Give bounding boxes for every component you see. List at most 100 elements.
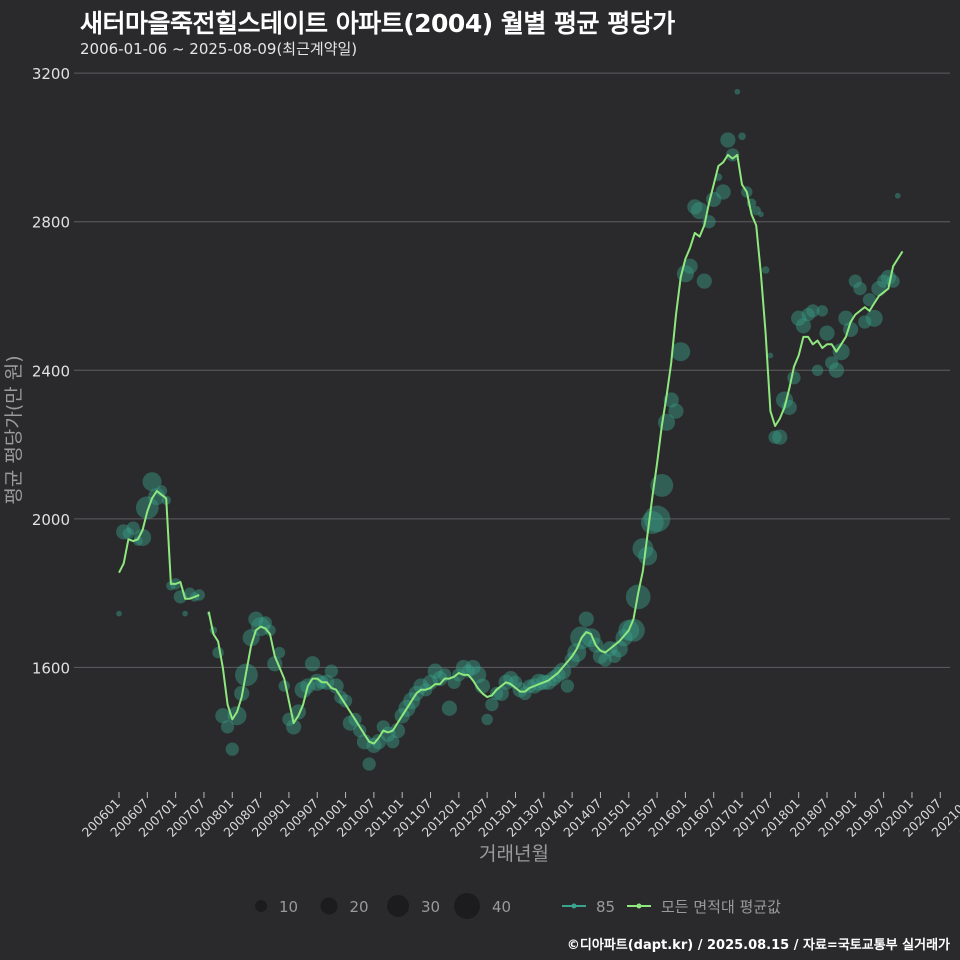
data-point	[622, 618, 645, 642]
data-point	[578, 611, 594, 627]
data-point	[691, 202, 709, 220]
size-legend-label: 30	[421, 898, 440, 916]
y-axis-label: 평균 평당가(만 원)	[3, 355, 25, 504]
data-point	[791, 310, 807, 326]
data-points	[116, 88, 901, 771]
chart-subtitle: 2006-01-06 ~ 2025-08-09(최근계약일)	[80, 40, 358, 58]
data-point	[828, 362, 845, 378]
data-point	[768, 430, 782, 444]
data-point	[452, 668, 466, 682]
data-point	[386, 735, 400, 749]
data-point	[304, 656, 321, 672]
data-point	[761, 266, 770, 274]
data-point	[248, 611, 264, 627]
series-legend-label: 85	[596, 898, 615, 916]
data-point	[432, 670, 448, 687]
data-point	[134, 528, 152, 546]
data-point	[598, 653, 612, 667]
size-legend-circle	[454, 893, 480, 919]
size-legend-circle	[255, 900, 267, 912]
y-axis-ticks: 1600 2000 2400 2800 3200	[32, 65, 70, 677]
data-point	[550, 667, 566, 683]
data-point	[853, 281, 867, 296]
y-tick-label: 2800	[32, 214, 70, 232]
data-point	[858, 315, 872, 329]
data-point	[371, 734, 387, 750]
data-point	[650, 474, 674, 497]
data-point	[787, 371, 801, 385]
series-legend-dot	[571, 903, 577, 909]
data-point	[148, 488, 166, 506]
data-point	[116, 524, 132, 540]
data-point	[668, 403, 684, 419]
series-legend-label: 모든 면적대 평균값	[661, 898, 781, 916]
data-point	[640, 511, 664, 534]
data-point	[738, 132, 746, 141]
data-point	[485, 697, 499, 712]
data-point	[758, 211, 764, 218]
data-point	[212, 646, 224, 659]
data-point	[862, 293, 877, 307]
data-point	[767, 352, 774, 359]
size-legend-label: 40	[492, 898, 511, 916]
data-point	[215, 708, 231, 724]
data-point	[273, 646, 286, 659]
data-point	[865, 309, 883, 327]
data-point	[720, 132, 736, 148]
size-legend-circle	[320, 897, 338, 915]
data-point	[564, 652, 580, 668]
data-point	[816, 305, 828, 317]
data-point	[441, 700, 457, 716]
data-point	[220, 720, 235, 734]
data-point	[848, 274, 862, 288]
data-point	[427, 663, 443, 679]
data-point	[328, 678, 344, 694]
data-point	[832, 343, 850, 361]
data-point	[225, 742, 239, 756]
data-point	[227, 706, 247, 726]
data-point	[638, 546, 658, 566]
y-tick-label: 1600	[32, 659, 70, 677]
data-point	[811, 364, 824, 376]
series-legend-dot	[636, 903, 642, 909]
data-point	[554, 662, 572, 680]
data-point	[671, 342, 691, 362]
data-point	[607, 649, 622, 663]
data-point	[193, 589, 205, 601]
data-point	[356, 734, 373, 750]
data-point	[751, 205, 761, 216]
data-point	[795, 318, 812, 334]
data-point	[389, 722, 406, 739]
data-point	[126, 521, 140, 535]
data-point	[324, 664, 339, 678]
grid-lines	[74, 72, 950, 668]
x-axis-label: 거래년월	[479, 843, 549, 865]
y-tick-label: 3200	[32, 65, 70, 83]
data-point	[560, 679, 575, 693]
data-point	[775, 391, 794, 409]
data-point	[801, 307, 815, 322]
data-point	[682, 258, 698, 274]
average-line	[118, 490, 200, 600]
size-legend-label: 20	[350, 898, 369, 916]
data-point	[632, 538, 654, 560]
legend: 10 20 30 40 85 모든 면적대 평균값	[255, 893, 781, 919]
data-point	[715, 184, 731, 200]
size-legend-label: 10	[279, 898, 298, 916]
chart-caption: ©디아파트(dapt.kr) / 2025.08.15 / 자료=국토교통부 실…	[566, 938, 950, 953]
data-point	[182, 610, 188, 617]
data-point	[455, 659, 472, 676]
data-point	[376, 720, 390, 734]
data-point	[876, 274, 891, 288]
data-lines	[118, 153, 904, 745]
data-point	[696, 273, 712, 289]
data-point	[894, 192, 901, 199]
data-point	[489, 686, 504, 701]
size-legend-circle	[387, 895, 409, 917]
data-point	[725, 148, 740, 162]
y-tick-label: 2000	[32, 511, 70, 529]
data-point	[116, 610, 122, 617]
data-point	[184, 587, 196, 599]
data-point	[806, 304, 820, 318]
